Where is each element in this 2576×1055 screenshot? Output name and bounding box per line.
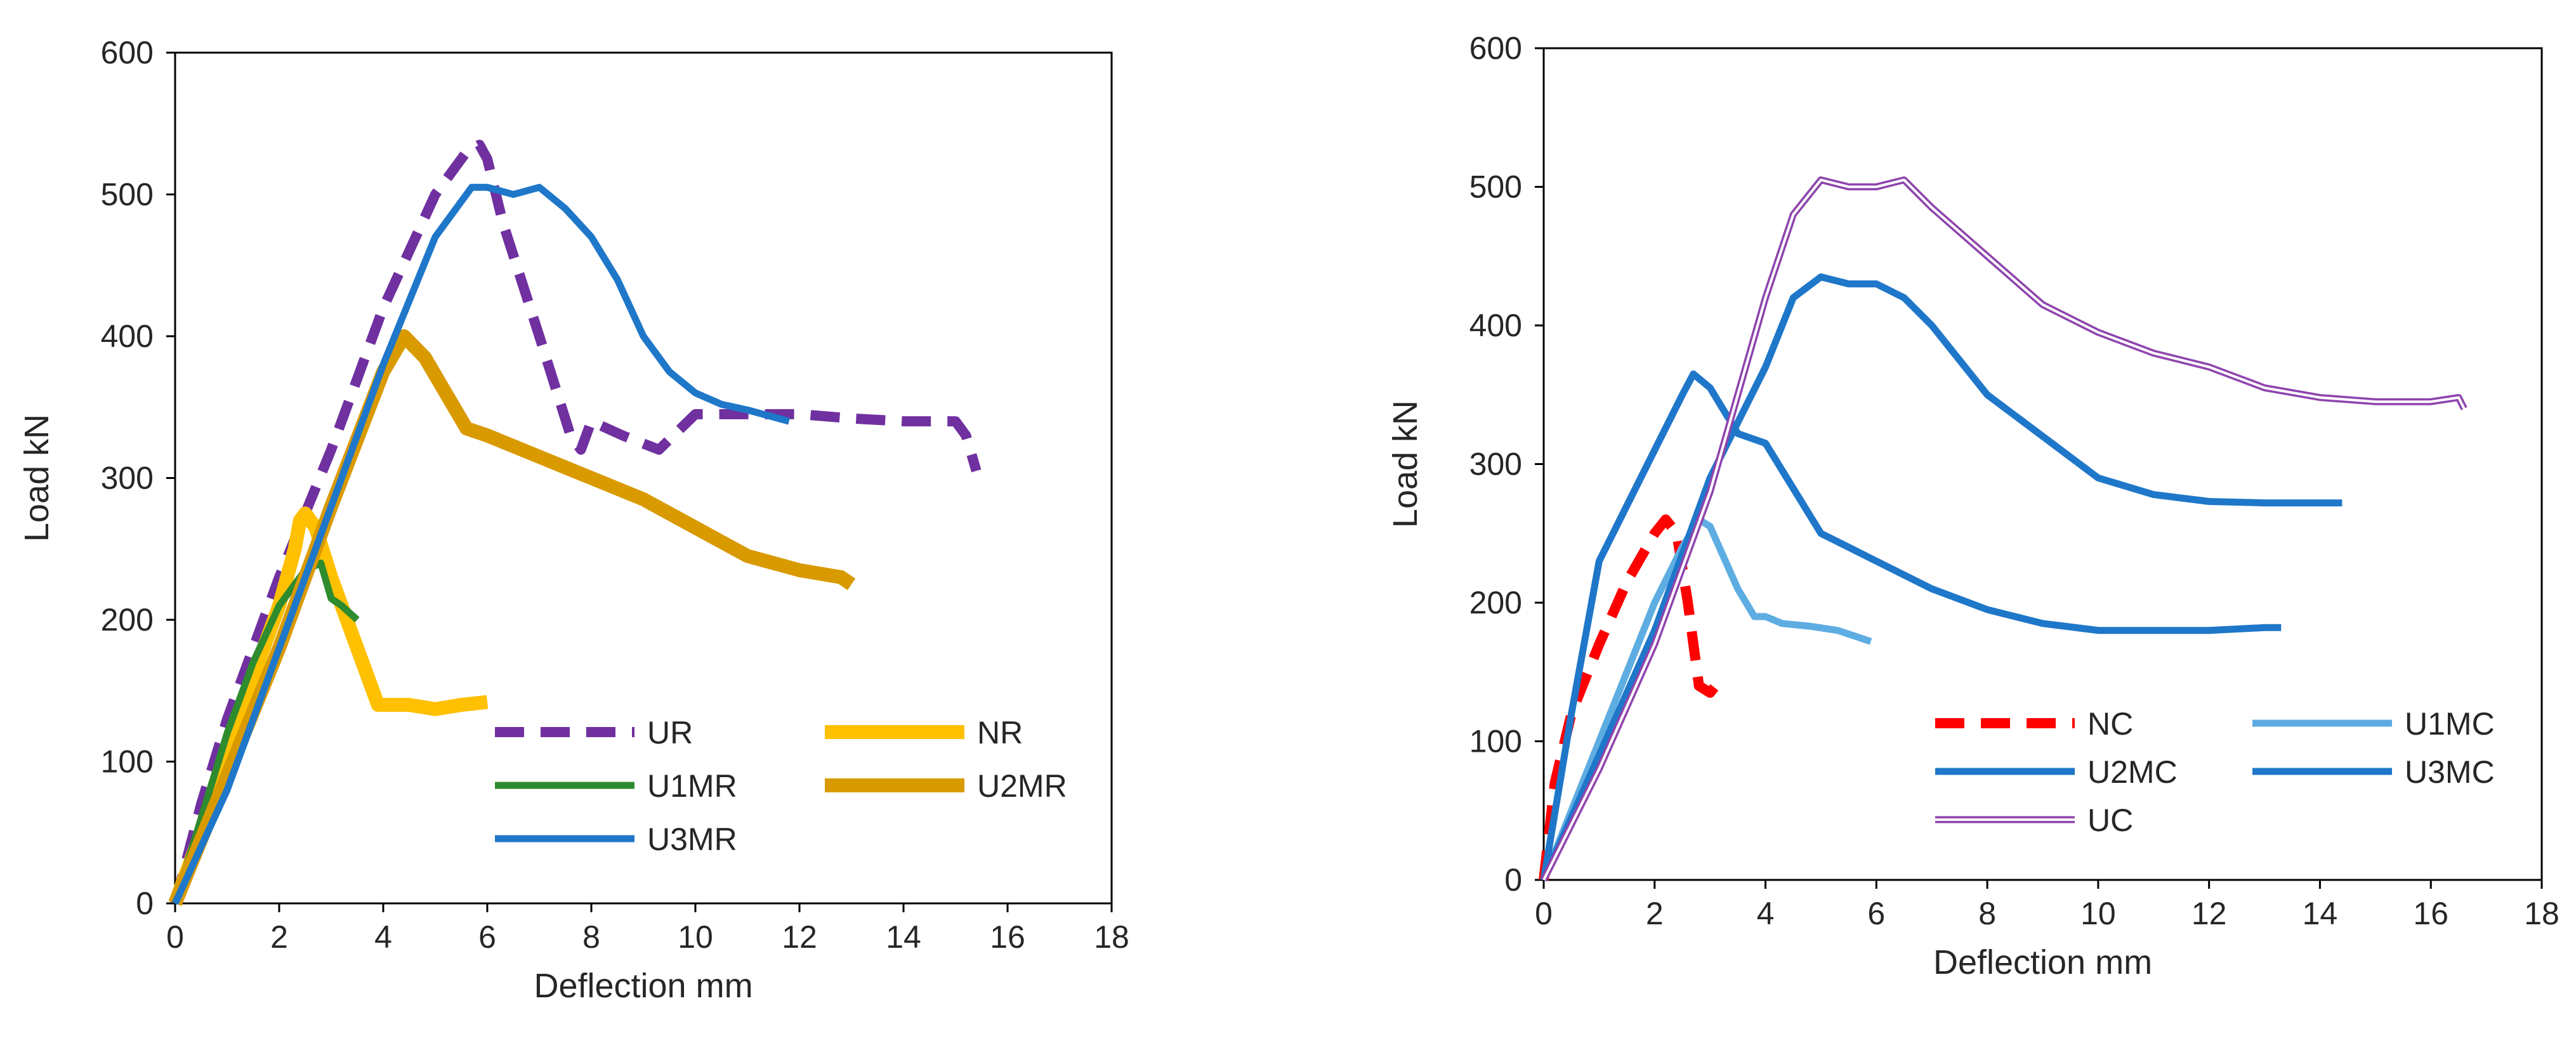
y-tick-label: 500 — [101, 177, 154, 213]
plot-frame — [174, 51, 1113, 905]
x-tick-label: 14 — [886, 919, 921, 955]
x-tick-label: 16 — [990, 919, 1025, 955]
y-tick-label: 500 — [1469, 169, 1522, 205]
y-tick-label: 200 — [101, 602, 154, 638]
x-tick-label: 12 — [2192, 896, 2227, 931]
x-tick-label: 10 — [678, 919, 713, 955]
legend-label-u1mc: U1MC — [2405, 706, 2495, 742]
x-tick-label: 8 — [582, 919, 600, 955]
x-tick-label: 4 — [1757, 896, 1775, 931]
x-axis-label: Deflection mm — [1933, 943, 2152, 981]
series-line-u2mc — [1540, 370, 2282, 881]
y-tick-label: 400 — [1469, 308, 1522, 343]
legend-label-uc: UC — [2087, 803, 2133, 838]
y-tick-label: 600 — [101, 35, 154, 70]
legend-label-nr: NR — [977, 715, 1023, 750]
chart-panel-2: 0 2 4 6 8 10 12 14 16 18 0 100 200 300 400 500 600 Deflec… — [1386, 30, 2560, 981]
x-tick-label: 2 — [1646, 896, 1664, 931]
y-tick-label: 0 — [1504, 862, 1522, 898]
chart-panel-1: 0 2 4 6 8 10 12 14 16 18 0 100 200 300 400 500 600 Deflec… — [18, 35, 1129, 1005]
series-line-uc-inner — [1542, 178, 2466, 881]
x-tick-label: 12 — [782, 919, 817, 955]
legend-label-u3mc: U3MC — [2405, 754, 2495, 790]
y-tick-label: 100 — [101, 744, 154, 780]
legend-label-u3mr: U3MR — [647, 822, 737, 857]
x-tick-label: 18 — [1094, 919, 1129, 955]
y-axis-label: Load kN — [1386, 400, 1424, 528]
x-tick-label: 18 — [2524, 896, 2560, 931]
x-tick-label: 2 — [270, 919, 288, 955]
x-tick-label: 4 — [374, 919, 392, 955]
x-tick-label: 0 — [1535, 896, 1553, 931]
series-line-u3mc — [1540, 273, 2343, 882]
series-line-nr — [168, 506, 489, 906]
x-tick-label: 0 — [166, 919, 184, 955]
series-line-u1mr — [171, 560, 360, 905]
y-tick-label: 600 — [1469, 30, 1522, 66]
x-tick-label: 16 — [2413, 896, 2448, 931]
x-axis-label: Deflection mm — [534, 967, 752, 1005]
legend-label-nc: NC — [2087, 706, 2133, 742]
y-tick-label: 400 — [101, 318, 154, 354]
plot-frame — [1542, 47, 2543, 881]
x-tick-label: 6 — [478, 919, 496, 955]
x-tick-label: 6 — [1867, 896, 1885, 931]
y-tick-label: 0 — [136, 886, 154, 921]
y-tick-label: 300 — [101, 461, 154, 496]
y-tick-label: 200 — [1469, 585, 1522, 620]
y-tick-label: 300 — [1469, 447, 1522, 482]
legend-label-u2mr: U2MR — [977, 768, 1067, 804]
y-tick-label: 100 — [1469, 724, 1522, 759]
x-tick-label: 8 — [1978, 896, 1996, 931]
series-line-ur — [170, 140, 982, 905]
x-tick-label: 14 — [2303, 896, 2338, 931]
legend-label-u1mr: U1MR — [647, 768, 737, 804]
y-axis-label: Load kN — [18, 414, 56, 542]
series-line-u3mr — [172, 183, 791, 905]
legend-label-ur: UR — [647, 715, 693, 750]
x-tick-label: 10 — [2080, 896, 2116, 931]
series-line-u1mc — [1540, 516, 1872, 882]
legend-label-u2mc: U2MC — [2087, 754, 2178, 790]
